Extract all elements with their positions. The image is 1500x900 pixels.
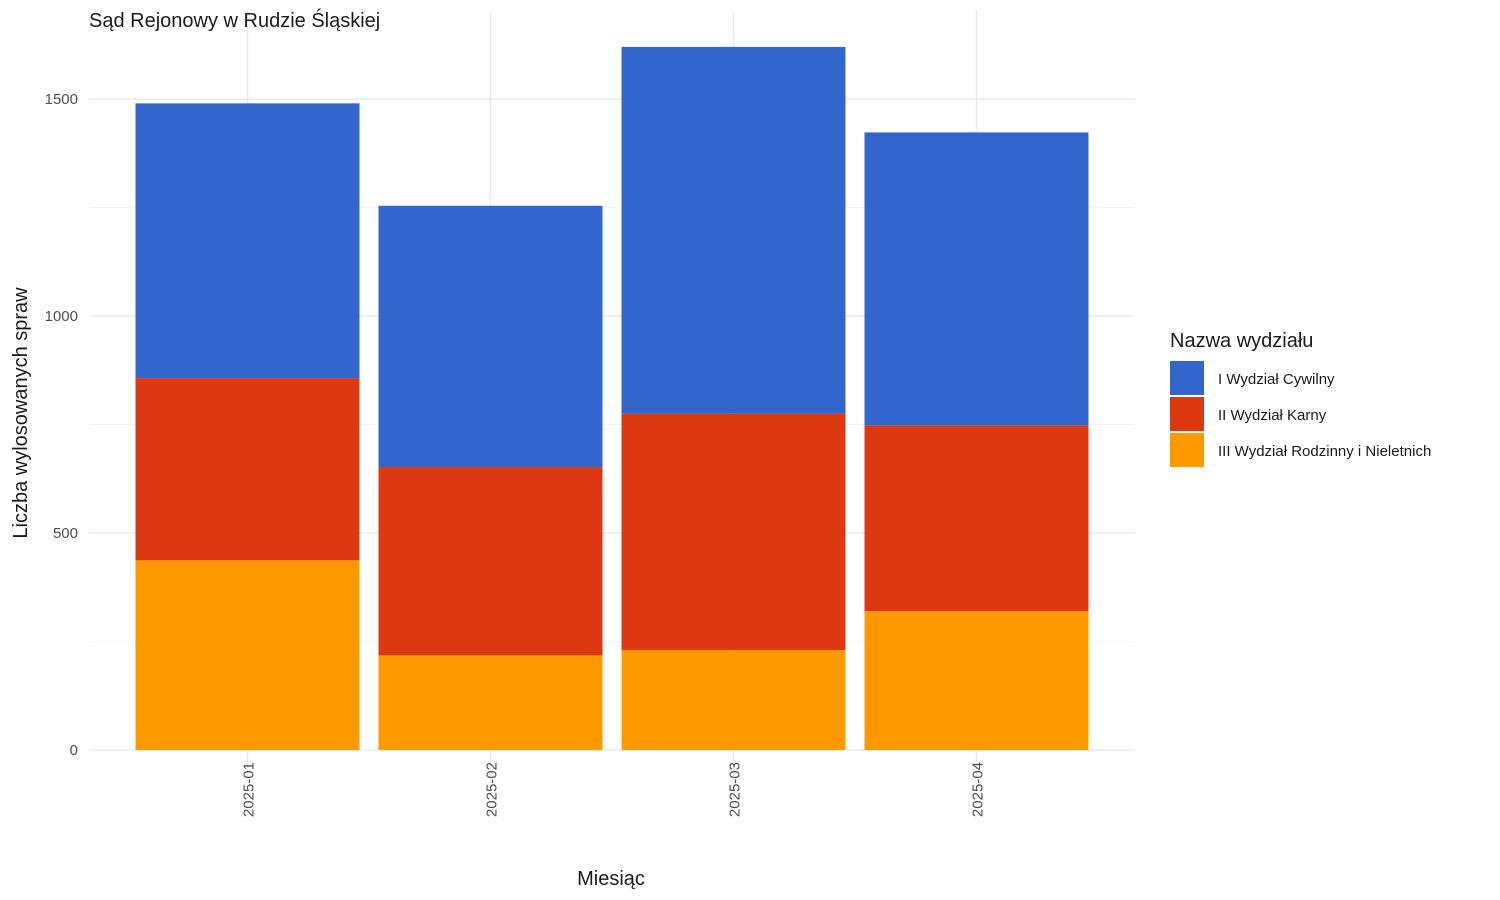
x-axis-ticks: 2025-01 2025-02 2025-03 2025-04 xyxy=(241,762,987,817)
bar-segment xyxy=(135,378,360,561)
y-tick-label: 1000 xyxy=(45,308,78,325)
y-tick-label: 500 xyxy=(53,525,78,542)
legend-swatch xyxy=(1170,433,1204,467)
x-tick-label: 2025-02 xyxy=(484,762,501,817)
legend-label: I Wydział Cywilny xyxy=(1218,371,1335,388)
bar-segment xyxy=(135,560,360,750)
y-tick-label: 1500 xyxy=(45,91,78,108)
legend-label: II Wydział Karny xyxy=(1218,407,1327,424)
legend: Nazwa wydziału I Wydział Cywilny II Wydzi… xyxy=(1170,330,1431,467)
bar-segment xyxy=(378,467,603,656)
bar-segment xyxy=(621,650,846,750)
y-axis-title: Liczba wylosowanych spraw xyxy=(10,287,32,539)
legend-swatch xyxy=(1170,397,1204,431)
chart-title: Sąd Rejonowy w Rudzie Śląskiej xyxy=(89,8,380,32)
legend-title: Nazwa wydziału xyxy=(1170,330,1313,352)
legend-swatch xyxy=(1170,361,1204,395)
bar-segment xyxy=(378,655,603,750)
bar-segment xyxy=(135,103,360,379)
x-tick-label: 2025-04 xyxy=(970,762,987,817)
bar-segment xyxy=(864,611,1089,750)
y-tick-label: 0 xyxy=(70,742,78,759)
bar-segment xyxy=(621,413,846,651)
legend-label: III Wydział Rodzinny i Nieletnich xyxy=(1218,443,1431,460)
x-tick-label: 2025-01 xyxy=(241,762,258,817)
bar-segment xyxy=(621,46,846,414)
bar-segment xyxy=(864,425,1089,612)
x-axis-title: Miesiąc xyxy=(577,868,645,890)
legend-items: I Wydział Cywilny II Wydział Karny III Wyd… xyxy=(1170,361,1431,467)
bars xyxy=(135,46,1089,750)
x-tick-label: 2025-03 xyxy=(727,762,744,817)
y-axis-ticks: 0 500 1000 1500 xyxy=(45,91,78,759)
bar-segment xyxy=(864,132,1089,426)
bar-segment xyxy=(378,205,603,468)
